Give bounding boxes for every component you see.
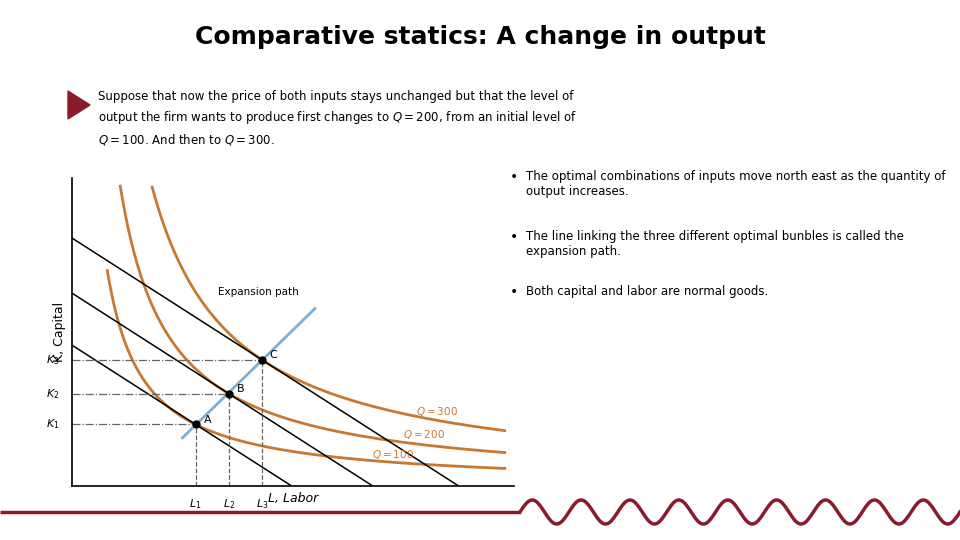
Text: •: • [510,170,518,184]
Text: Expansion path: Expansion path [218,287,299,297]
Text: $Q = 200$: $Q = 200$ [403,428,445,441]
Text: $L_3$: $L_3$ [255,497,268,511]
Text: Comparative statics: A change in output: Comparative statics: A change in output [195,25,765,49]
Text: $K_3$: $K_3$ [46,353,60,367]
Text: $L_2$: $L_2$ [223,497,235,511]
Text: The line linking the three different optimal bunbles is called the expansion pat: The line linking the three different opt… [526,230,904,258]
Text: Both capital and labor are normal goods.: Both capital and labor are normal goods. [526,285,768,298]
Text: B: B [237,384,245,394]
Text: •: • [510,285,518,299]
Text: Suppose that now the price of both inputs stays unchanged but that the level of
: Suppose that now the price of both input… [98,90,577,147]
Text: A: A [204,415,211,425]
Text: The optimal combinations of inputs move north east as the quantity of output inc: The optimal combinations of inputs move … [526,170,946,198]
Text: $Q = 100$: $Q = 100$ [372,448,415,461]
Polygon shape [68,91,90,119]
Text: $K_1$: $K_1$ [46,417,60,431]
Text: C: C [270,350,277,360]
Y-axis label: K, Capital: K, Capital [54,302,66,362]
Text: $Q = 300$: $Q = 300$ [417,405,459,418]
Text: $K_2$: $K_2$ [46,387,60,401]
Text: •: • [510,230,518,244]
X-axis label: L, Labor: L, Labor [268,491,318,504]
Text: $L_1$: $L_1$ [189,497,202,511]
